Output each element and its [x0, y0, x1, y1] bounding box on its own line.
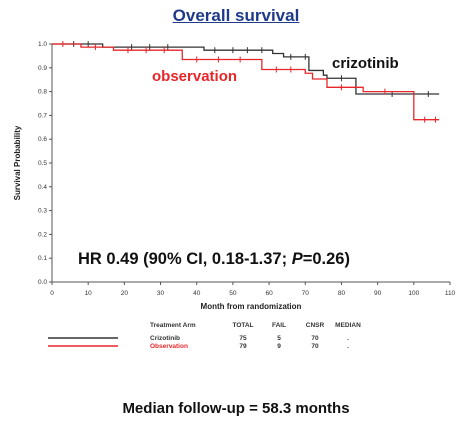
table-cell-fail: 9: [277, 343, 281, 350]
y-tick-label: 0.5: [38, 160, 47, 167]
x-tick-label: 10: [85, 290, 93, 297]
median-followup-note: Median follow-up = 58.3 months: [122, 400, 350, 417]
hr-p-symbol: P: [292, 250, 304, 268]
x-tick-label: 50: [229, 290, 237, 297]
axes: 0.0 0.1 0.2 0.3 0.4 0.5 0.6 0.7 0.8 0.9 1.0 0 10 20 30…: [13, 41, 456, 311]
y-tick-label: 0.8: [38, 89, 47, 96]
table-cell-total: 75: [239, 335, 247, 342]
y-tick-label: 0.0: [38, 279, 47, 286]
hazard-ratio-annotation: HR 0.49 (90% CI, 0.18-1.37; P=0.26): [78, 250, 350, 268]
y-tick-label: 0.9: [38, 65, 47, 72]
x-tick-label: 40: [193, 290, 201, 297]
table-header: TOTAL: [232, 322, 253, 329]
table-header: FAIL: [272, 322, 286, 329]
y-tick-label: 0.4: [38, 184, 47, 191]
x-tick-label: 20: [121, 290, 129, 297]
y-axis-label: Survival Probability: [13, 125, 22, 200]
km-curve-observation: [52, 43, 440, 121]
table-cell-median: .: [347, 335, 349, 342]
y-tick-label: 1.0: [38, 41, 47, 48]
km-curve-crizotinib: [52, 43, 440, 95]
table-cell-total: 79: [239, 343, 247, 350]
y-tick-label: 0.3: [38, 208, 47, 215]
x-tick-label: 70: [302, 290, 310, 297]
hr-text: HR 0.49 (90% CI, 0.18-1.37;: [78, 250, 292, 268]
x-tick-label: 80: [338, 290, 346, 297]
chart-title: Overall survival: [172, 6, 300, 25]
risk-table: Treatment Arm TOTAL FAIL CNSR MEDIAN Crizotin…: [48, 322, 361, 350]
table-header: MEDIAN: [335, 322, 361, 329]
y-tick-label: 0.1: [38, 255, 47, 262]
x-tick-label: 60: [265, 290, 273, 297]
series-label-crizotinib: crizotinib: [332, 55, 399, 72]
x-tick-label: 30: [157, 290, 165, 297]
y-tick-label: 0.2: [38, 231, 47, 238]
table-cell-arm: Crizotinib: [150, 335, 180, 342]
curves: [52, 41, 440, 123]
x-tick-label: 0: [50, 290, 54, 297]
x-tick-label: 110: [445, 290, 456, 297]
series-label-observation: observation: [152, 68, 237, 85]
table-cell-cnsr: 70: [311, 343, 319, 350]
table-cell-fail: 5: [277, 335, 281, 342]
table-cell-median: .: [347, 343, 349, 350]
y-tick-label: 0.7: [38, 112, 47, 119]
x-tick-label: 90: [374, 290, 382, 297]
table-header: CNSR: [306, 322, 325, 329]
x-axis-label: Month from randomization: [201, 302, 302, 311]
x-tick-label: 100: [408, 290, 419, 297]
y-tick-label: 0.6: [38, 136, 47, 143]
table-header: Treatment Arm: [150, 322, 196, 329]
table-cell-arm: Observation: [150, 343, 188, 350]
table-cell-cnsr: 70: [311, 335, 319, 342]
hr-p-value: =0.26): [303, 250, 350, 268]
